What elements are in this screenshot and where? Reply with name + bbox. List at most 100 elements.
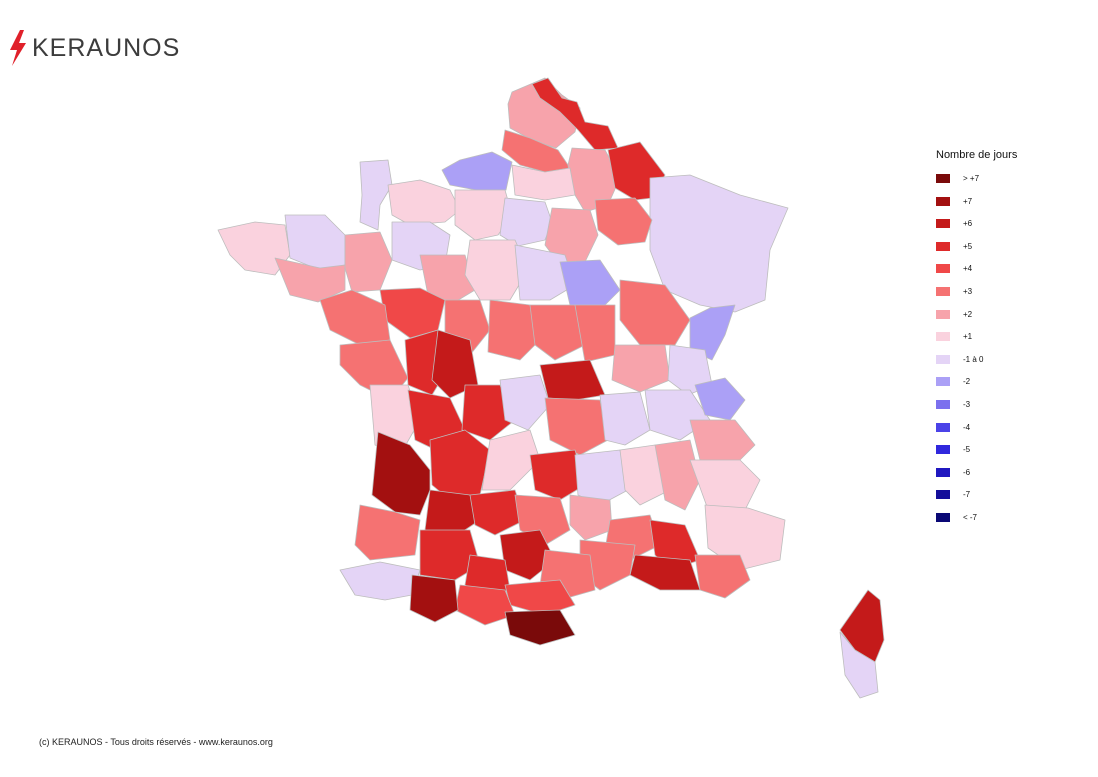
legend-label: +1 bbox=[963, 332, 973, 342]
legend-swatch bbox=[936, 196, 950, 206]
department-region bbox=[371, 431, 431, 516]
department-region bbox=[499, 197, 553, 247]
lightning-bolt-icon bbox=[10, 30, 26, 66]
department-region bbox=[544, 397, 609, 456]
department-region bbox=[619, 279, 691, 346]
legend-label: > +7 bbox=[963, 174, 980, 183]
legend-swatch bbox=[936, 445, 950, 455]
department-region bbox=[387, 179, 461, 226]
department-region bbox=[431, 329, 479, 399]
legend-swatch bbox=[936, 377, 950, 387]
keraunos-logo: KERAUNOS bbox=[8, 30, 180, 66]
legend-swatch bbox=[936, 490, 950, 500]
legend-swatch bbox=[936, 422, 950, 432]
department-region bbox=[469, 489, 526, 536]
department-region bbox=[529, 449, 586, 501]
legend-label: -4 bbox=[963, 422, 971, 432]
department-region bbox=[559, 259, 621, 313]
legend-item: -1 à 0 bbox=[936, 354, 1017, 377]
legend-label: -2 bbox=[963, 377, 971, 387]
department-region bbox=[487, 299, 541, 361]
department-region bbox=[419, 254, 476, 306]
legend-swatch bbox=[936, 309, 950, 319]
legend-label: -1 à 0 bbox=[963, 354, 984, 364]
department-region bbox=[274, 257, 346, 303]
legend-label: +2 bbox=[963, 309, 973, 319]
legend-item: -4 bbox=[936, 422, 1017, 445]
department-region bbox=[539, 359, 606, 401]
legend-label: -7 bbox=[963, 490, 971, 500]
map-legend: Nombre de jours > +7 +7 +6 +5 +4 +3 +2 +1 -1 à 0… bbox=[936, 149, 1017, 535]
department-region bbox=[574, 449, 629, 506]
department-region bbox=[599, 391, 651, 446]
legend-label: -5 bbox=[963, 445, 971, 455]
department-region bbox=[429, 429, 491, 501]
department-region bbox=[344, 231, 393, 293]
legend-item: -5 bbox=[936, 444, 1017, 467]
department-region bbox=[339, 561, 421, 601]
department-region bbox=[574, 304, 616, 363]
department-region bbox=[359, 159, 393, 231]
department-region bbox=[481, 429, 541, 491]
legend-label: +6 bbox=[963, 219, 973, 229]
department-region bbox=[354, 504, 421, 561]
department-region bbox=[654, 439, 701, 511]
department-region bbox=[461, 384, 516, 441]
legend-item: -3 bbox=[936, 399, 1017, 422]
legend-swatch bbox=[936, 264, 950, 274]
legend-item: +7 bbox=[936, 196, 1017, 219]
department-region bbox=[319, 289, 391, 346]
department-region bbox=[464, 239, 529, 301]
department-region bbox=[504, 609, 576, 646]
legend-swatch bbox=[936, 332, 950, 342]
department-region bbox=[499, 374, 551, 431]
legend-item: -6 bbox=[936, 467, 1017, 490]
legend-item: +5 bbox=[936, 241, 1017, 264]
legend-swatch bbox=[936, 354, 950, 364]
department-region bbox=[689, 419, 756, 466]
legend-swatch bbox=[936, 241, 950, 251]
department-region bbox=[704, 504, 786, 571]
copyright-footer: (c) KERAUNOS - Tous droits réservés - ww… bbox=[39, 737, 273, 747]
department-region bbox=[649, 174, 789, 313]
legend-item: +3 bbox=[936, 286, 1017, 309]
legend-item: -2 bbox=[936, 376, 1017, 399]
department-region bbox=[569, 494, 613, 541]
legend-swatch bbox=[936, 467, 950, 477]
legend-item: +1 bbox=[936, 331, 1017, 354]
legend-item: +4 bbox=[936, 263, 1017, 286]
legend-item: < -7 bbox=[936, 512, 1017, 535]
department-region bbox=[839, 631, 879, 699]
department-region bbox=[531, 77, 619, 151]
legend-title: Nombre de jours bbox=[936, 149, 1018, 161]
legend-swatch bbox=[936, 512, 950, 522]
legend-label: +4 bbox=[963, 264, 973, 274]
department-region bbox=[629, 554, 701, 591]
department-region bbox=[694, 377, 746, 421]
department-region bbox=[694, 554, 751, 599]
department-region bbox=[511, 164, 576, 201]
legend-label: +3 bbox=[963, 286, 973, 296]
legend-swatch bbox=[936, 219, 950, 229]
legend-item: +2 bbox=[936, 309, 1017, 332]
legend-swatch bbox=[936, 286, 950, 296]
department-region bbox=[594, 197, 653, 246]
legend-item: > +7 bbox=[936, 173, 1017, 196]
department-region bbox=[409, 574, 459, 623]
department-region bbox=[529, 304, 586, 361]
legend-label: +7 bbox=[963, 196, 973, 206]
department-region bbox=[284, 214, 346, 271]
legend-label: < -7 bbox=[963, 512, 978, 522]
department-region bbox=[441, 151, 513, 191]
brand-name: KERAUNOS bbox=[32, 33, 181, 62]
department-region bbox=[454, 189, 513, 241]
legend-swatch bbox=[936, 399, 950, 409]
legend-label: -3 bbox=[963, 399, 971, 409]
department-region bbox=[514, 244, 576, 301]
legend-label: +5 bbox=[963, 241, 973, 251]
department-region bbox=[611, 344, 671, 393]
legend-item: -7 bbox=[936, 489, 1017, 512]
legend-label: -6 bbox=[963, 467, 971, 477]
legend-item: +6 bbox=[936, 218, 1017, 241]
